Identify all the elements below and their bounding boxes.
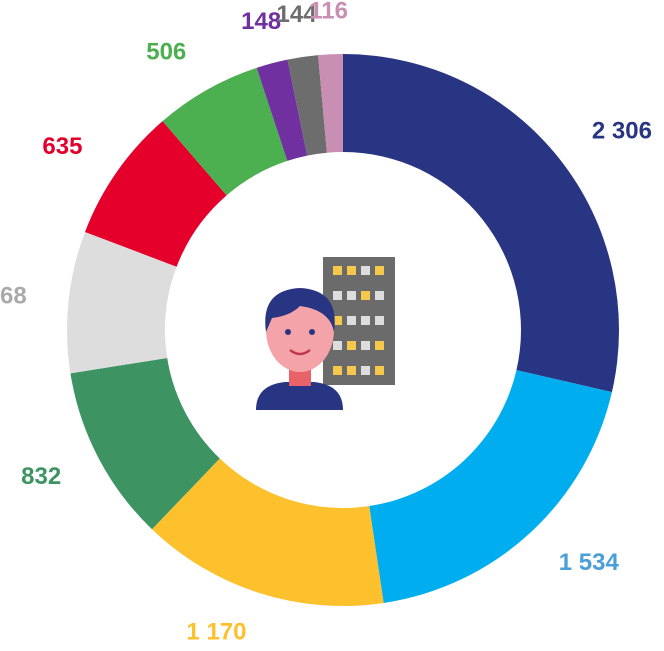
- center-icon: [256, 257, 395, 410]
- data-label: 635: [42, 133, 82, 160]
- data-label: 148: [241, 8, 281, 35]
- data-label: 1 170: [186, 618, 246, 645]
- data-label: 144: [277, 1, 318, 28]
- data-label: 116: [309, 0, 348, 25]
- data-label: 832: [21, 463, 61, 490]
- donut-slice: [70, 357, 220, 530]
- donut-slice: [162, 67, 288, 196]
- donut-slice: [84, 121, 227, 267]
- donut-slice: [369, 370, 612, 603]
- donut-slice: [151, 458, 384, 607]
- donut-slice: [343, 54, 619, 393]
- data-label: 1 534: [559, 549, 620, 576]
- data-label: 668: [0, 283, 27, 310]
- data-label: 506: [146, 39, 186, 66]
- donut-slice: [256, 59, 308, 161]
- data-label: 2 306: [592, 117, 652, 144]
- donut-slice: [287, 55, 327, 156]
- donut-slice: [67, 231, 177, 374]
- donut-slice: [318, 54, 343, 153]
